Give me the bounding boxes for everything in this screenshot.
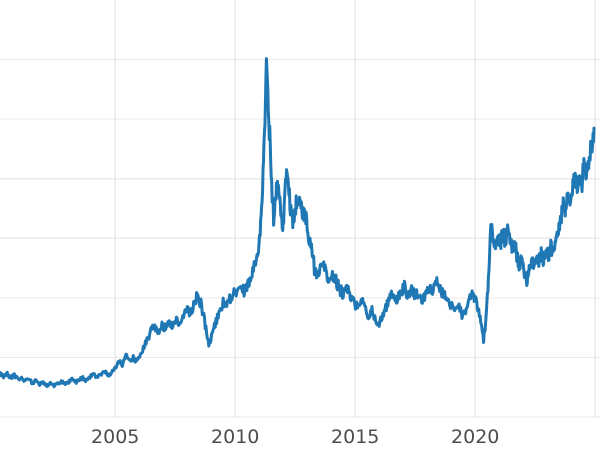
horizontal-gridlines	[0, 58, 600, 418]
series-layer	[0, 57, 596, 389]
vertical-gridlines	[114, 0, 596, 417]
x-tick-label: 2010	[211, 426, 259, 448]
x-tick-label: 2005	[91, 426, 139, 448]
series-line-price	[0, 57, 596, 389]
x-tick-label: 2015	[331, 426, 379, 448]
x-axis-tick-labels: 2005 2010 2015 2020	[91, 426, 499, 448]
x-tick-label: 2020	[451, 426, 499, 448]
